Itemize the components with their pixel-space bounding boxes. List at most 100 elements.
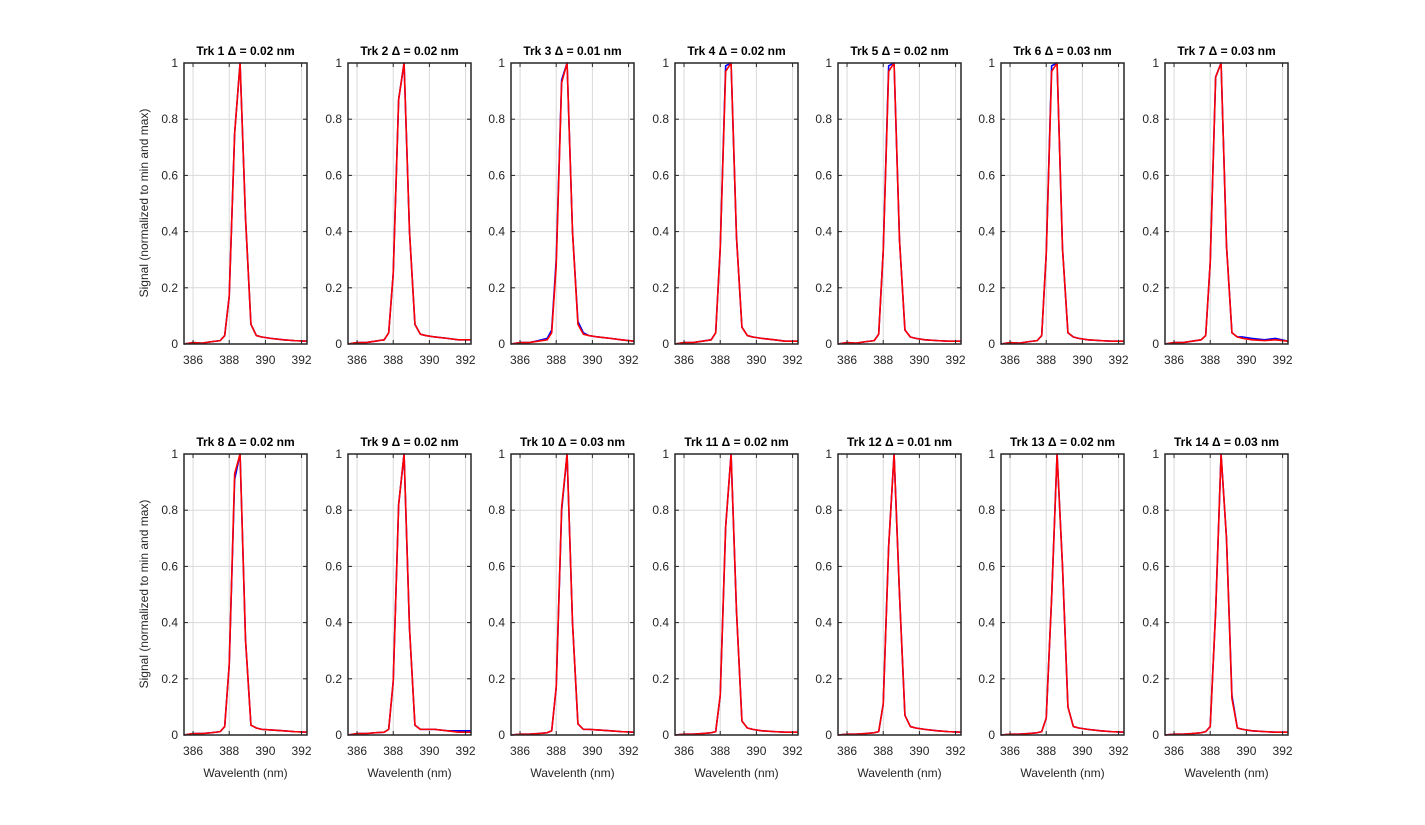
y-tick-label: 0.8 <box>652 112 669 126</box>
y-tick-label: 1 <box>988 56 995 70</box>
axes-box <box>837 453 962 736</box>
y-tick-label: 0.2 <box>652 281 669 295</box>
y-tick-label: 0.6 <box>652 168 669 182</box>
plot-area <box>1001 63 1124 344</box>
x-tick-label: 386 <box>510 353 530 367</box>
y-tick-label: 0.6 <box>488 168 505 182</box>
y-tick-label: 1 <box>335 447 342 461</box>
y-tick-label: 0.8 <box>815 112 832 126</box>
y-tick-label: 1 <box>662 56 669 70</box>
x-tick-label: 386 <box>1164 353 1184 367</box>
subplot-1: 386 388 390 392 0 0.2 0.4 0.6 0.8 1 Trk 1 Δ = 0.02… <box>161 44 312 367</box>
y-tick-label: 0.4 <box>978 225 995 239</box>
x-tick-label: 388 <box>1036 744 1056 758</box>
y-tick-label: 0.4 <box>161 225 178 239</box>
y-tick-label: 0.8 <box>815 503 832 517</box>
x-tick-label: 386 <box>1000 744 1020 758</box>
x-tick-label: 392 <box>619 744 639 758</box>
y-tick-label: 0.6 <box>325 168 342 182</box>
subplot-title: Trk 10 Δ = 0.03 nm <box>520 435 625 449</box>
axes-box <box>1164 62 1289 345</box>
y-tick-label: 0.2 <box>488 281 505 295</box>
subplot-title: Trk 8 Δ = 0.02 nm <box>196 435 294 449</box>
ylabel-row-2: Signal (normalized to min and max) <box>137 500 151 689</box>
x-tick-label: 386 <box>1164 744 1184 758</box>
y-tick-label: 0.8 <box>978 112 995 126</box>
axes-box <box>510 453 635 736</box>
x-tick-label: 386 <box>183 353 203 367</box>
y-tick-label: 0.4 <box>815 616 832 630</box>
x-tick-label: 388 <box>873 744 893 758</box>
y-tick-label: 0.2 <box>161 281 178 295</box>
x-tick-label: 386 <box>347 744 367 758</box>
y-tick-label: 0.8 <box>325 112 342 126</box>
y-tick-label: 0.4 <box>815 225 832 239</box>
plot-area <box>1165 454 1288 735</box>
x-tick-label: 390 <box>746 353 766 367</box>
x-tick-label: 386 <box>183 744 203 758</box>
x-tick-label: 388 <box>219 353 239 367</box>
subplot-title: Trk 2 Δ = 0.02 nm <box>360 44 458 58</box>
subplot-title: Trk 4 Δ = 0.02 nm <box>687 44 785 58</box>
axes-box <box>674 453 799 736</box>
y-tick-label: 0.2 <box>488 672 505 686</box>
x-tick-label: 392 <box>1109 353 1129 367</box>
subplot-12: 386 388 390 392 0 0.2 0.4 0.6 0.8 1 Trk 12 Δ = 0.0… <box>815 435 966 780</box>
y-tick-label: 0 <box>335 337 342 351</box>
y-tick-label: 0.4 <box>978 616 995 630</box>
y-tick-label: 0.8 <box>161 112 178 126</box>
y-tick-label: 0.4 <box>488 225 505 239</box>
y-tick-label: 0.6 <box>1142 559 1159 573</box>
plot-area <box>838 63 961 344</box>
y-tick-label: 0.2 <box>815 672 832 686</box>
x-tick-label: 390 <box>582 744 602 758</box>
y-tick-label: 0.4 <box>652 616 669 630</box>
subplot-13: 386 388 390 392 0 0.2 0.4 0.6 0.8 1 Trk 13 Δ = 0.0… <box>978 435 1129 780</box>
y-tick-label: 0.2 <box>1142 281 1159 295</box>
y-tick-label: 0.6 <box>325 559 342 573</box>
x-tick-label: 390 <box>1236 744 1256 758</box>
x-axis-label: Wavelenth (nm) <box>694 766 778 780</box>
x-tick-label: 388 <box>710 353 730 367</box>
y-tick-label: 0.2 <box>815 281 832 295</box>
y-tick-label: 0.2 <box>325 281 342 295</box>
y-tick-label: 1 <box>988 447 995 461</box>
y-tick-label: 0.6 <box>488 559 505 573</box>
y-tick-label: 0.8 <box>652 503 669 517</box>
y-tick-label: 0.2 <box>161 672 178 686</box>
x-axis-label: Wavelenth (nm) <box>1020 766 1104 780</box>
y-tick-label: 0 <box>825 728 832 742</box>
plot-area <box>511 454 634 735</box>
plot-area <box>675 63 798 344</box>
y-tick-label: 1 <box>825 447 832 461</box>
y-tick-label: 0.4 <box>1142 225 1159 239</box>
x-axis-label: Wavelenth (nm) <box>203 766 287 780</box>
plot-area <box>184 454 307 735</box>
plot-area <box>511 63 634 344</box>
plot-area <box>1165 63 1288 344</box>
subplot-title: Trk 11 Δ = 0.02 nm <box>684 435 788 449</box>
y-tick-label: 0.2 <box>978 281 995 295</box>
x-tick-label: 392 <box>292 744 312 758</box>
y-tick-label: 0.6 <box>1142 168 1159 182</box>
subplot-10: 386 388 390 392 0 0.2 0.4 0.6 0.8 1 Trk 10 Δ = 0.0… <box>488 435 639 780</box>
x-tick-label: 392 <box>946 744 966 758</box>
y-tick-label: 0.2 <box>1142 672 1159 686</box>
x-tick-label: 392 <box>783 353 803 367</box>
axes-box <box>510 62 635 345</box>
x-tick-label: 386 <box>837 353 857 367</box>
x-tick-label: 392 <box>456 353 476 367</box>
axes-box <box>183 62 308 345</box>
y-tick-label: 1 <box>1152 447 1159 461</box>
plot-area <box>348 454 471 735</box>
y-tick-label: 0.6 <box>815 559 832 573</box>
y-tick-label: 0 <box>171 728 178 742</box>
y-tick-label: 0.6 <box>978 168 995 182</box>
x-tick-label: 386 <box>1000 353 1020 367</box>
x-tick-label: 390 <box>255 744 275 758</box>
y-tick-label: 0 <box>662 728 669 742</box>
y-tick-label: 0 <box>662 337 669 351</box>
y-tick-label: 0.4 <box>488 616 505 630</box>
axes-box <box>674 62 799 345</box>
